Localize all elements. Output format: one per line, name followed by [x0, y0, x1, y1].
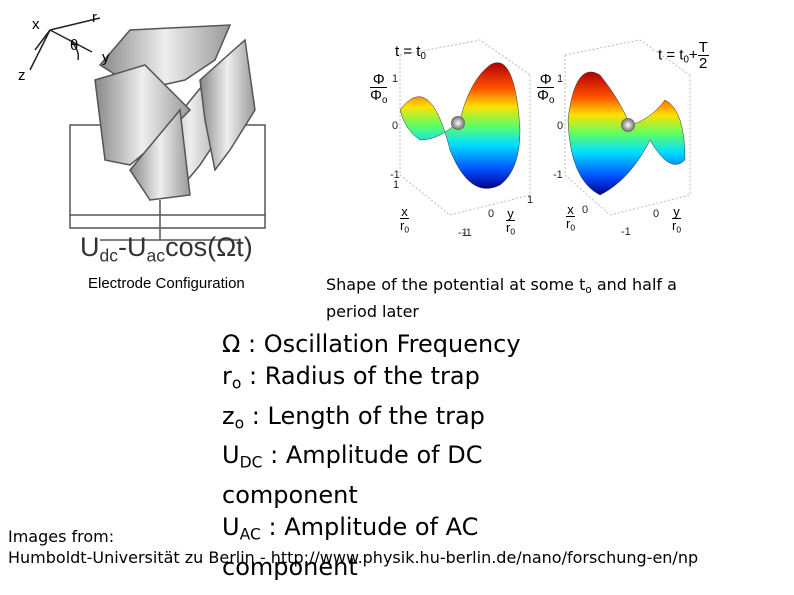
tick-label: 0	[653, 208, 660, 220]
description: : Amplitude of AC component	[222, 513, 479, 581]
text: and half a period later	[326, 275, 677, 322]
potential-plots	[399, 39, 691, 216]
subscript: AC	[239, 525, 261, 544]
text: Φ	[370, 72, 388, 88]
text: -U	[118, 232, 147, 262]
subscript: 0	[676, 224, 682, 235]
text: Φo	[370, 88, 387, 106]
subscript: o	[585, 284, 592, 297]
tick-label: 0	[392, 120, 399, 132]
text: y	[672, 204, 682, 219]
tick-label: 1	[557, 73, 564, 85]
x-label: x r0	[400, 204, 410, 234]
symbol: z	[222, 401, 235, 430]
axis-label: z	[18, 67, 26, 84]
axis-label: r	[92, 9, 97, 26]
text: Shape of the potential at some t	[326, 275, 586, 294]
panel-time: t = t0	[395, 44, 426, 62]
legend-item: Ω : Oscillation Frequency	[222, 328, 552, 360]
text: r0	[506, 221, 515, 236]
legend-item: UAC : Amplitude of AC component	[222, 511, 552, 583]
tick-label: -1	[462, 227, 472, 239]
y-label: y r0	[672, 204, 682, 234]
text: Φ	[537, 72, 555, 88]
text: Φo	[537, 88, 554, 106]
text: r	[566, 216, 571, 231]
subscript: 0	[510, 226, 516, 237]
panel-time: t = t0+ T 2	[658, 40, 709, 71]
description: : Radius of the trap	[241, 362, 480, 390]
electrode-diagram	[29, 17, 266, 241]
text: r	[400, 218, 405, 233]
axis-label: y	[102, 49, 110, 66]
tick-label: -1	[458, 227, 468, 239]
text: x	[566, 202, 576, 217]
tick-label: 0	[582, 204, 589, 216]
subscript: o	[548, 94, 555, 106]
tick-label: 1	[392, 73, 399, 85]
tick-label: 1	[527, 194, 534, 206]
source-text: Humboldt-Universität zu Berlin - http://…	[8, 548, 699, 567]
tick-label: -1	[390, 169, 400, 181]
subscript: o	[381, 94, 388, 106]
legend: Ω : Oscillation Frequency ro : Radius of …	[222, 328, 552, 583]
symbol: r	[222, 362, 232, 390]
text: t = t	[395, 43, 421, 60]
subscript: 0	[420, 50, 426, 62]
subscript: ac	[146, 245, 166, 266]
text: T	[697, 39, 709, 56]
tick-label: -1	[553, 169, 563, 181]
subscript: o	[231, 374, 242, 393]
subscript: o	[234, 414, 245, 433]
description: : Oscillation Frequency	[240, 330, 521, 358]
axis-label: θ	[70, 37, 79, 54]
text: r	[672, 218, 677, 233]
text: cos(Ωt)	[165, 232, 253, 262]
tick-label: 1	[393, 179, 400, 191]
text: Φ	[537, 87, 549, 104]
subscript: DC	[239, 454, 263, 473]
caption: Shape of the potential at some to and ha…	[326, 274, 726, 322]
z-label: Φ Φo	[537, 72, 555, 106]
symbol: Ω	[222, 330, 241, 358]
text: 2	[699, 55, 708, 72]
text: Φ	[370, 87, 382, 104]
description: : Amplitude of DC component	[222, 441, 483, 510]
tick-label: 0	[557, 120, 564, 132]
x-label: x r0	[566, 202, 576, 232]
legend-item: ro : Radius of the trap	[222, 360, 552, 400]
text: U	[80, 232, 100, 262]
tick-label: -1	[621, 226, 631, 238]
subscript: 0	[404, 224, 410, 235]
voltage-formula: Udc-Uaccos(Ωt)	[80, 234, 253, 265]
symbol: U	[222, 513, 240, 542]
tick-label: 0	[488, 208, 495, 220]
source-label: Images from:	[8, 527, 115, 546]
legend-item: UDC : Amplitude of DC component	[222, 439, 552, 511]
text: r0	[400, 219, 409, 234]
subscript: 0	[570, 222, 576, 233]
text: +	[688, 46, 698, 64]
text: r0	[672, 219, 681, 234]
axis-label: x	[32, 16, 40, 33]
subscript: dc	[99, 245, 119, 266]
text: r	[506, 220, 511, 235]
symbol: U	[222, 441, 240, 470]
text: t = t	[658, 46, 684, 64]
text: r0	[566, 217, 575, 232]
description: : Length of the trap	[244, 401, 485, 430]
legend-item: zo : Length of the trap	[222, 400, 552, 440]
y-label: y r0	[506, 206, 516, 236]
text: x	[400, 204, 410, 219]
subscript: 0	[683, 54, 689, 66]
text: y	[506, 206, 516, 221]
z-label: Φ Φo	[370, 72, 388, 106]
caption: Electrode Configuration	[88, 275, 245, 292]
